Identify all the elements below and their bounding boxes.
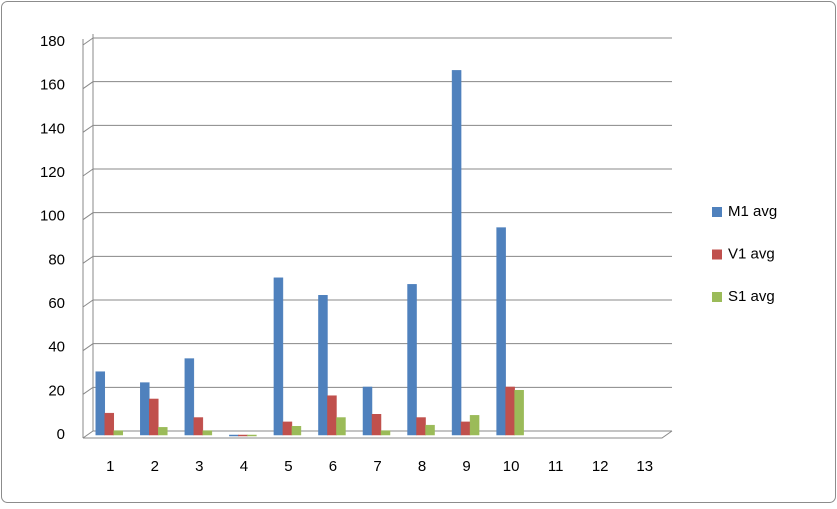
y-tick-label: 60 [48, 295, 65, 312]
grid-line [82, 386, 672, 395]
y-tick-label: 160 [40, 77, 65, 94]
floor [83, 430, 673, 439]
grid-line [82, 37, 672, 46]
legend-swatch [712, 249, 722, 260]
x-tick-label: 7 [373, 458, 381, 475]
bar [451, 70, 462, 436]
x-tick-label: 5 [284, 458, 292, 475]
x-tick-label: 8 [418, 458, 426, 475]
grid-line [82, 124, 672, 133]
x-tick-label: 13 [636, 458, 653, 475]
bar [362, 386, 373, 436]
bar [327, 395, 337, 436]
x-tick-label: 1 [106, 458, 114, 475]
bar [469, 415, 480, 436]
x-tick-label: 4 [240, 458, 248, 475]
y-tick-label: 20 [48, 382, 65, 399]
bar [229, 434, 239, 437]
x-tick-label: 10 [503, 458, 520, 475]
grid-line [82, 343, 672, 352]
bar [425, 424, 435, 436]
bar [273, 277, 284, 436]
x-tick-label: 6 [329, 458, 337, 475]
bar [514, 389, 524, 436]
bar [238, 434, 248, 437]
bar [318, 295, 328, 436]
bar [291, 426, 302, 436]
y-tick-label: 100 [40, 208, 65, 225]
grid-line [82, 255, 672, 264]
legend-swatch [712, 207, 722, 217]
legend-label: V1 avg [728, 245, 775, 262]
bar [140, 382, 150, 436]
y-tick-label: 80 [48, 251, 65, 268]
bar [104, 412, 115, 436]
bar [113, 430, 124, 436]
bar [496, 227, 506, 436]
x-tick-label: 11 [548, 458, 564, 475]
grid-line [82, 168, 672, 177]
y-tick-label: 180 [40, 33, 65, 50]
x-tick-label: 2 [151, 458, 159, 475]
bar [505, 386, 515, 436]
grid-line [82, 212, 672, 221]
bar [158, 427, 168, 436]
legend-label: S1 avg [728, 288, 775, 305]
legend-swatch [712, 292, 722, 302]
bar [149, 398, 159, 436]
x-tick-label: 12 [592, 458, 609, 475]
bar [380, 430, 391, 436]
y-tick-label: 140 [40, 120, 65, 137]
bar [184, 358, 195, 436]
y-tick-label: 120 [40, 164, 65, 181]
bar [193, 417, 204, 436]
bar [416, 417, 426, 436]
y-tick-label: 0 [57, 426, 65, 443]
bar [95, 371, 106, 436]
legend-label: M1 avg [728, 203, 777, 220]
bar [247, 434, 257, 437]
bar [336, 417, 346, 436]
x-tick-label: 3 [195, 458, 203, 475]
bar [202, 430, 213, 436]
y-tick-label: 40 [48, 339, 65, 356]
bar [282, 421, 293, 436]
bar [407, 284, 417, 436]
bar [371, 414, 382, 436]
x-tick-label: 9 [462, 458, 470, 475]
grid-line [82, 81, 672, 90]
grid-line [82, 299, 672, 308]
bar [460, 421, 471, 436]
